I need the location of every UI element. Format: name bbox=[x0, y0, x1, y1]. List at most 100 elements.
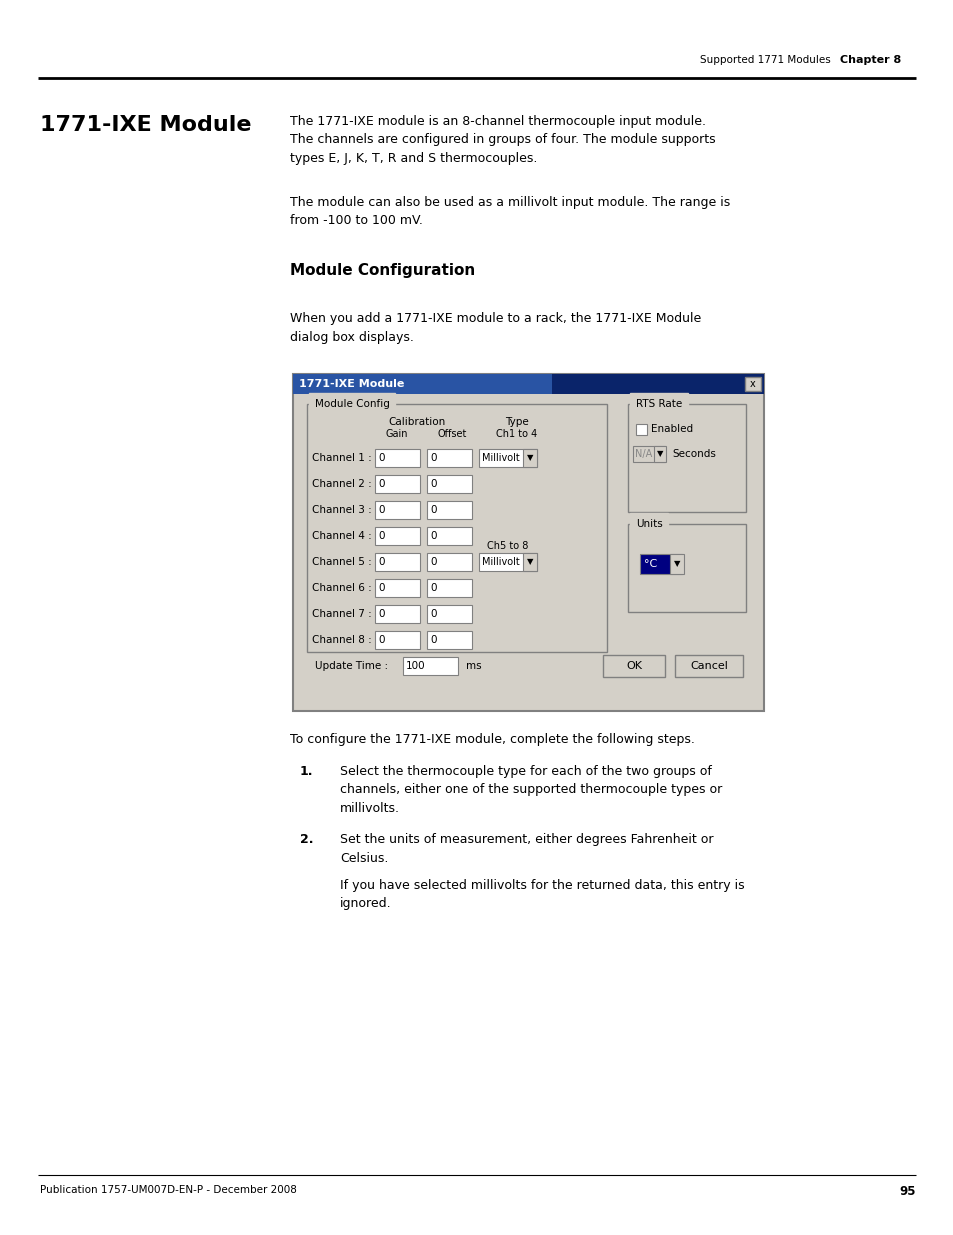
Text: 0: 0 bbox=[377, 557, 384, 567]
Text: 0: 0 bbox=[430, 505, 436, 515]
Text: 0: 0 bbox=[430, 531, 436, 541]
Text: 0: 0 bbox=[377, 479, 384, 489]
Text: 0: 0 bbox=[377, 583, 384, 593]
Bar bbox=[402, 657, 457, 676]
Text: ms: ms bbox=[465, 661, 481, 671]
Text: Units: Units bbox=[636, 519, 662, 529]
Text: Publication 1757-UM007D-EN-P - December 2008: Publication 1757-UM007D-EN-P - December … bbox=[40, 1186, 296, 1195]
Text: Channel 8 :: Channel 8 : bbox=[312, 635, 372, 645]
Text: Channel 6 :: Channel 6 : bbox=[312, 583, 372, 593]
Text: Ch5 to 8: Ch5 to 8 bbox=[487, 541, 528, 551]
Text: 0: 0 bbox=[377, 505, 384, 515]
Bar bbox=[744, 377, 760, 391]
Text: 0: 0 bbox=[377, 531, 384, 541]
Bar bbox=[478, 450, 537, 467]
Bar bbox=[293, 374, 763, 394]
Text: 100: 100 bbox=[406, 661, 425, 671]
Bar bbox=[675, 655, 742, 677]
Bar bbox=[307, 404, 606, 652]
Bar bbox=[375, 631, 419, 650]
Text: °C: °C bbox=[643, 559, 657, 569]
Polygon shape bbox=[293, 374, 552, 394]
Text: 0: 0 bbox=[430, 557, 436, 567]
Text: Enabled: Enabled bbox=[650, 425, 693, 435]
Text: 1771-IXE Module: 1771-IXE Module bbox=[298, 379, 404, 389]
Bar bbox=[427, 631, 472, 650]
Text: Channel 1 :: Channel 1 : bbox=[312, 453, 372, 463]
Text: Channel 2 :: Channel 2 : bbox=[312, 479, 372, 489]
Bar bbox=[375, 605, 419, 622]
Text: ▼: ▼ bbox=[656, 450, 662, 458]
Bar bbox=[478, 553, 537, 571]
Text: x: x bbox=[749, 379, 755, 389]
Text: Supported 1771 Modules: Supported 1771 Modules bbox=[700, 56, 830, 65]
Bar bbox=[375, 553, 419, 571]
Text: Gain: Gain bbox=[385, 429, 408, 438]
Text: ▼: ▼ bbox=[673, 559, 679, 568]
Text: 95: 95 bbox=[899, 1186, 915, 1198]
Text: Offset: Offset bbox=[436, 429, 466, 438]
Bar bbox=[633, 446, 664, 462]
Bar bbox=[427, 579, 472, 597]
Text: 0: 0 bbox=[430, 635, 436, 645]
Bar bbox=[654, 446, 665, 462]
Text: Channel 5 :: Channel 5 : bbox=[312, 557, 372, 567]
Bar bbox=[636, 424, 646, 435]
Text: Seconds: Seconds bbox=[671, 450, 715, 459]
Text: Channel 4 :: Channel 4 : bbox=[312, 531, 372, 541]
Text: Cancel: Cancel bbox=[689, 661, 727, 671]
Bar bbox=[602, 655, 664, 677]
Text: 2.: 2. bbox=[299, 832, 314, 846]
Text: Chapter 8: Chapter 8 bbox=[840, 56, 901, 65]
Bar bbox=[427, 450, 472, 467]
Bar bbox=[627, 524, 745, 613]
Bar bbox=[522, 553, 537, 571]
Text: ▼: ▼ bbox=[526, 557, 533, 567]
Text: 0: 0 bbox=[430, 583, 436, 593]
Bar bbox=[427, 501, 472, 519]
Bar bbox=[293, 374, 763, 711]
Bar bbox=[669, 555, 683, 574]
Bar bbox=[522, 450, 537, 467]
Text: RTS Rate: RTS Rate bbox=[636, 399, 681, 409]
Bar bbox=[375, 527, 419, 545]
Text: 1771-IXE Module: 1771-IXE Module bbox=[40, 115, 252, 135]
Bar bbox=[375, 450, 419, 467]
Text: 0: 0 bbox=[430, 479, 436, 489]
Text: N/A: N/A bbox=[635, 450, 652, 459]
Bar bbox=[639, 555, 681, 574]
Text: When you add a 1771-IXE module to a rack, the 1771-IXE Module
dialog box display: When you add a 1771-IXE module to a rack… bbox=[290, 312, 700, 343]
Text: Calibration: Calibration bbox=[388, 417, 445, 427]
Text: If you have selected millivolts for the returned data, this entry is
ignored.: If you have selected millivolts for the … bbox=[339, 879, 744, 910]
Text: 0: 0 bbox=[377, 453, 384, 463]
Text: 0: 0 bbox=[430, 453, 436, 463]
Text: Update Time :: Update Time : bbox=[314, 661, 388, 671]
Bar bbox=[375, 475, 419, 493]
Text: Set the units of measurement, either degrees Fahrenheit or
Celsius.: Set the units of measurement, either deg… bbox=[339, 832, 713, 864]
Bar bbox=[375, 579, 419, 597]
Text: 0: 0 bbox=[377, 609, 384, 619]
Text: Ch1 to 4: Ch1 to 4 bbox=[496, 429, 537, 438]
Text: Millivolt: Millivolt bbox=[481, 453, 519, 463]
Text: 0: 0 bbox=[377, 635, 384, 645]
Text: ▼: ▼ bbox=[526, 453, 533, 462]
Text: Channel 3 :: Channel 3 : bbox=[312, 505, 372, 515]
Bar bbox=[627, 404, 745, 513]
Text: The 1771-IXE module is an 8-channel thermocouple input module.
The channels are : The 1771-IXE module is an 8-channel ther… bbox=[290, 115, 715, 165]
Bar bbox=[427, 475, 472, 493]
Text: The module can also be used as a millivolt input module. The range is
from -100 : The module can also be used as a millivo… bbox=[290, 196, 729, 227]
Text: OK: OK bbox=[625, 661, 641, 671]
Text: Select the thermocouple type for each of the two groups of
channels, either one : Select the thermocouple type for each of… bbox=[339, 764, 721, 815]
Bar bbox=[427, 605, 472, 622]
Bar bbox=[427, 527, 472, 545]
Text: 0: 0 bbox=[430, 609, 436, 619]
Bar bbox=[375, 501, 419, 519]
Text: To configure the 1771-IXE module, complete the following steps.: To configure the 1771-IXE module, comple… bbox=[290, 734, 694, 746]
Text: Channel 7 :: Channel 7 : bbox=[312, 609, 372, 619]
Text: Type: Type bbox=[504, 417, 528, 427]
Text: Module Configuration: Module Configuration bbox=[290, 263, 475, 278]
Text: Module Config: Module Config bbox=[314, 399, 390, 409]
Bar bbox=[427, 553, 472, 571]
Text: Millivolt: Millivolt bbox=[481, 557, 519, 567]
Text: 1.: 1. bbox=[299, 764, 314, 778]
